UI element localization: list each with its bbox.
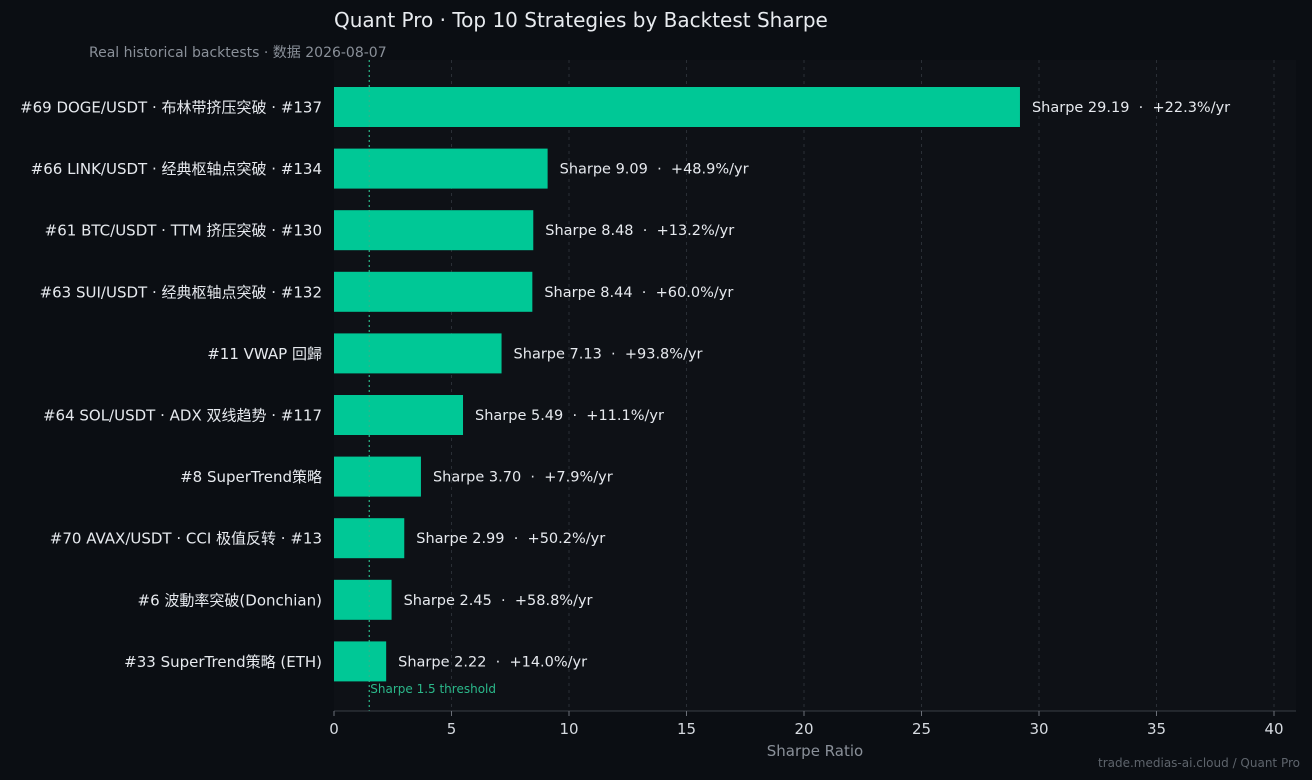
bar-7 xyxy=(334,456,421,497)
x-tick-label-40: 40 xyxy=(1264,720,1283,738)
threshold-label: Sharpe 1.5 threshold xyxy=(370,682,496,696)
data-label-7: Sharpe 3.70 · +7.9%/yr xyxy=(433,470,613,486)
data-label-10: Sharpe 2.22 · +14.0%/yr xyxy=(398,654,587,670)
x-axis-label: Sharpe Ratio xyxy=(767,742,863,760)
category-label-10: #33 SuperTrend策略 (ETH) xyxy=(124,653,322,671)
category-label-4: #63 SUI/USDT · 经典枢轴点突破 · #132 xyxy=(40,283,322,301)
bar-4 xyxy=(334,271,533,312)
x-tick-label-10: 10 xyxy=(559,720,578,738)
category-label-9: #6 波動率突破(Donchian) xyxy=(138,591,322,609)
category-label-2: #66 LINK/USDT · 经典枢轴点突破 · #134 xyxy=(31,160,322,178)
data-label-6: Sharpe 5.49 · +11.1%/yr xyxy=(475,408,664,424)
bars xyxy=(334,87,1020,682)
x-tick-label-25: 25 xyxy=(912,720,931,738)
data-label-8: Sharpe 2.99 · +50.2%/yr xyxy=(416,531,605,547)
threshold-group: Sharpe 1.5 threshold xyxy=(368,60,496,711)
data-labels: Sharpe 29.19 · +22.3%/yr Sharpe 9.09 · +4… xyxy=(398,100,1230,670)
category-label-6: #64 SOL/USDT · ADX 双线趋势 · #117 xyxy=(43,407,322,425)
data-label-9: Sharpe 2.45 · +58.8%/yr xyxy=(404,593,593,609)
category-label-8: #70 AVAX/USDT · CCI 极值反转 · #13 xyxy=(50,530,322,548)
x-axis-ticks: 0 5 10 15 20 25 30 35 40 xyxy=(329,711,1284,738)
category-labels: #69 DOGE/USDT · 布林带挤压突破 · #137 #66 LINK/U… xyxy=(20,99,322,671)
x-tick-label-15: 15 xyxy=(677,720,696,738)
bar-3 xyxy=(334,210,534,251)
footer-credit: trade.medias-ai.cloud / Quant Pro xyxy=(1098,756,1300,770)
x-tick-label-0: 0 xyxy=(329,720,339,738)
data-label-1: Sharpe 29.19 · +22.3%/yr xyxy=(1032,100,1230,116)
data-label-3: Sharpe 8.48 · +13.2%/yr xyxy=(545,223,734,239)
data-label-2: Sharpe 9.09 · +48.9%/yr xyxy=(560,162,749,178)
bar-10 xyxy=(334,641,387,682)
x-tick-label-35: 35 xyxy=(1147,720,1166,738)
x-tick-label-30: 30 xyxy=(1029,720,1048,738)
chart-title: Quant Pro · Top 10 Strategies by Backtes… xyxy=(334,8,828,32)
data-label-4: Sharpe 8.44 · +60.0%/yr xyxy=(544,285,733,301)
bar-8 xyxy=(334,518,405,559)
category-label-1: #69 DOGE/USDT · 布林带挤压突破 · #137 xyxy=(20,99,322,117)
category-label-7: #8 SuperTrend策略 xyxy=(180,468,322,486)
bar-9 xyxy=(334,579,392,620)
chart-subtitle: Real historical backtests · 数据 2026-08-0… xyxy=(89,45,387,61)
bar-1 xyxy=(334,87,1020,127)
data-label-5: Sharpe 7.13 · +93.8%/yr xyxy=(514,346,703,362)
x-tick-label-20: 20 xyxy=(794,720,813,738)
category-label-3: #61 BTC/USDT · TTM 挤压突破 · #130 xyxy=(45,222,322,240)
category-label-5: #11 VWAP 回歸 xyxy=(207,345,322,363)
bar-2 xyxy=(334,148,548,189)
bar-5 xyxy=(334,333,502,374)
bar-6 xyxy=(334,395,464,435)
x-tick-label-5: 5 xyxy=(447,720,457,738)
